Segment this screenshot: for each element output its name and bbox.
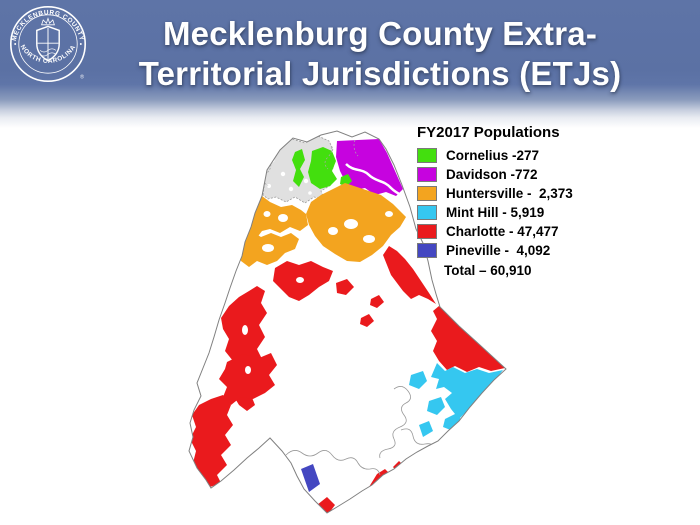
- legend-items: Cornelius -277 Davidson -772 Huntersville …: [417, 146, 612, 260]
- white-gaps: [262, 211, 393, 252]
- title-line-1: Mecklenburg County Extra-: [162, 15, 598, 52]
- legend-label: Huntersville - 2,373: [446, 186, 573, 201]
- huntersville-swatch: [417, 186, 437, 201]
- legend-item-davidson: Davidson -772: [417, 165, 612, 184]
- population-legend: FY2017 Populations Cornelius -277 Davidso…: [417, 124, 612, 278]
- legend-label: Pineville - 4,092: [446, 243, 551, 258]
- seal-shield-icon: [36, 25, 60, 62]
- charlotte-etj-region: [190, 246, 505, 513]
- legend-label: Mint Hill - 5,919: [446, 205, 545, 220]
- seal-crest-icon: [41, 17, 55, 26]
- mint_hill-swatch: [417, 205, 437, 220]
- davidson-etj-region: [336, 139, 404, 198]
- legend-item-huntersville: Huntersville - 2,373: [417, 184, 612, 203]
- charlotte-swatch: [417, 224, 437, 239]
- legend-label: Charlotte - 47,477: [446, 224, 559, 239]
- legend-item-pineville: Pineville - 4,092: [417, 241, 612, 260]
- legend-label: Cornelius -277: [446, 148, 540, 163]
- pineville-etj-region: [301, 464, 320, 492]
- davidson-swatch: [417, 167, 437, 182]
- header-banner: MECKLENBURG COUNTY NORTH CAROLINA ® Meck…: [0, 0, 700, 128]
- legend-label: Davidson -772: [446, 167, 538, 182]
- white-gaps: [242, 277, 304, 374]
- legend-title: FY2017 Populations: [417, 124, 560, 141]
- legend-item-charlotte: Charlotte - 47,477: [417, 222, 612, 241]
- registered-trademark: ®: [80, 73, 85, 80]
- legend-item-cornelius: Cornelius -277: [417, 146, 612, 165]
- legend-total: Total – 60,910: [444, 263, 532, 278]
- page-title: Mecklenburg County Extra- Territorial Ju…: [70, 14, 690, 94]
- county-seal-logo: MECKLENBURG COUNTY NORTH CAROLINA ®: [10, 6, 86, 82]
- legend-item-mint_hill: Mint Hill - 5,919: [417, 203, 612, 222]
- pineville-swatch: [417, 243, 437, 258]
- title-line-2: Territorial Jurisdictions (ETJs): [138, 55, 622, 92]
- cornelius-swatch: [417, 148, 437, 163]
- huntersville-etj-region: [237, 183, 406, 267]
- county-boundary: [188, 130, 507, 514]
- cornelius-etj-region: [292, 147, 352, 189]
